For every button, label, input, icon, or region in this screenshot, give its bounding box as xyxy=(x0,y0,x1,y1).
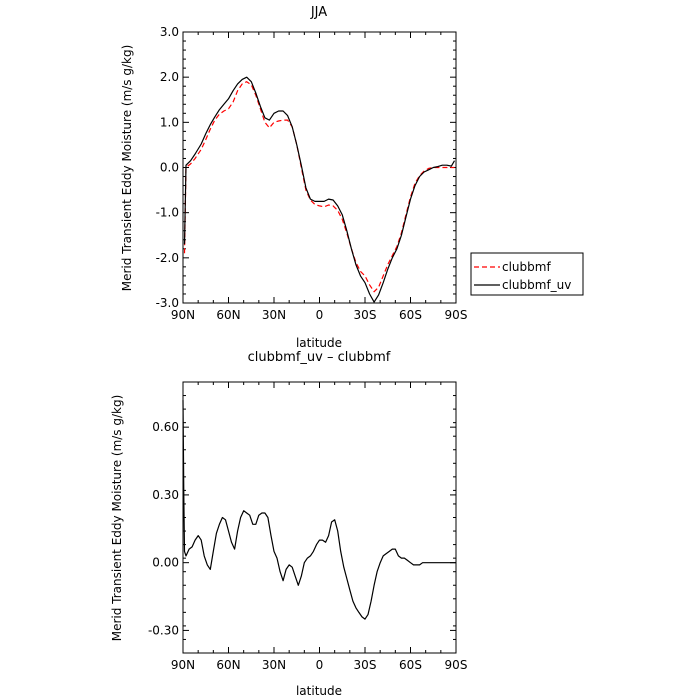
x-tick-label: 90N xyxy=(171,308,195,322)
axis-ticks: 90N 60N 30N 0 30S 60S 90S -0.30 0.00 0.30 0.60 xyxy=(148,381,468,672)
x-tick-label: 90S xyxy=(445,658,468,672)
series-lines xyxy=(182,400,456,620)
y-tick-label: -1.0 xyxy=(156,206,179,220)
y-tick-label: 1.0 xyxy=(160,115,179,129)
series-line-diff-0 xyxy=(182,400,456,620)
x-axis-label: latitude xyxy=(296,684,342,698)
y-tick-label: 0.30 xyxy=(152,488,179,502)
y-axis-label: Merid Transient Eddy Moisture (m/s g/kg) xyxy=(110,395,124,642)
y-tick-label: -0.30 xyxy=(148,623,179,637)
axis-ticks: 90N 60N 30N 0 30S 60S 90S -3.0 -2.0 -1.0 0.0 1.0 2.0… xyxy=(156,25,468,322)
y-tick-label: -3.0 xyxy=(156,296,179,310)
series-lines xyxy=(183,76,456,303)
legend-label-clubbmf-uv: clubbmf_uv xyxy=(502,278,571,292)
chart-jja: JJA Merid Transient Eddy Moisture (m/s g… xyxy=(120,5,467,350)
y-tick-label: -2.0 xyxy=(156,251,179,265)
x-axis-label: latitude xyxy=(296,336,342,350)
y-tick-label: 0.60 xyxy=(152,420,179,434)
y-axis-label: Merid Transient Eddy Moisture (m/s g/kg) xyxy=(120,45,134,292)
chart-difference: clubbmf_uv – clubbmf Merid Transient Edd… xyxy=(110,350,467,698)
x-tick-label: 0 xyxy=(316,308,324,322)
x-tick-label: 90N xyxy=(171,658,195,672)
x-tick-label: 30N xyxy=(262,658,286,672)
chart-title: clubbmf_uv – clubbmf xyxy=(248,350,391,365)
x-tick-label: 60S xyxy=(399,308,422,322)
plot-frame xyxy=(182,31,457,304)
legend-box xyxy=(470,252,584,296)
x-tick-label: 60N xyxy=(216,308,240,322)
y-tick-label: 3.0 xyxy=(160,25,179,39)
plot-frame xyxy=(182,381,457,654)
chart-title: JJA xyxy=(310,5,327,20)
y-tick-label: 2.0 xyxy=(160,70,179,84)
x-tick-label: 30N xyxy=(262,308,286,322)
x-tick-label: 90S xyxy=(445,308,468,322)
x-tick-label: 60N xyxy=(216,658,240,672)
x-tick-label: 30S xyxy=(354,658,377,672)
y-tick-label: 0.0 xyxy=(160,161,179,175)
legend-label-clubbmf: clubbmf xyxy=(502,260,551,274)
x-tick-label: 0 xyxy=(316,658,324,672)
legend: clubbmf clubbmf_uv xyxy=(470,252,584,296)
x-tick-label: 30S xyxy=(354,308,377,322)
series-line-clubbmf xyxy=(183,81,455,293)
y-tick-label: 0.00 xyxy=(152,556,179,570)
series-line-clubbmf_uv xyxy=(183,76,456,303)
x-tick-label: 60S xyxy=(399,658,422,672)
